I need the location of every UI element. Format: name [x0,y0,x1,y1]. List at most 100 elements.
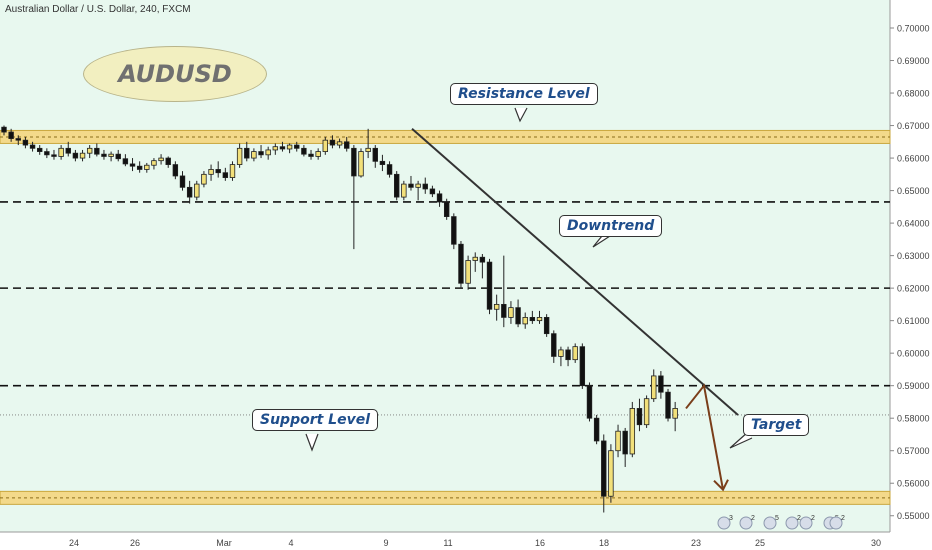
candle-body [172,164,179,177]
candle-body [422,183,428,190]
candle-body [429,188,436,195]
candle-body [1,126,7,133]
symbol-header: Australian Dollar / U.S. Dollar, 240, FX… [5,4,191,15]
downtrend-callout: Downtrend [559,215,663,237]
candle-body [194,183,200,198]
candle-body [251,151,257,159]
candle-body [222,172,229,178]
y-tick-label: 0.66000 [897,154,930,164]
candle-body [415,183,421,188]
candle-body [615,430,621,452]
candle-body [215,169,221,174]
candle-body [643,398,650,426]
candle-body [572,346,578,361]
target-callout: Target [743,414,810,436]
y-tick-label: 0.60000 [897,349,930,359]
symbol-badge: AUDUSD [83,46,267,102]
candle-body [501,303,507,318]
candle-body [308,153,314,157]
x-tick-label: 25 [755,538,765,548]
event-badge-count: 3 [729,515,733,522]
candle-body [636,408,643,426]
candle-body [72,152,79,159]
candle-body [294,144,300,149]
candle-body [208,169,214,175]
candle-body [329,139,336,146]
x-tick-label: 16 [535,538,545,548]
candle-body [8,131,14,139]
candle-body [365,147,371,152]
candle-body [44,151,50,156]
candle-body [379,160,386,165]
candle-body [608,450,614,497]
x-tick-label: 24 [69,538,79,548]
downtrend-line [411,128,739,416]
x-tick-label: 23 [691,538,701,548]
candle-body [465,260,471,284]
y-tick-label: 0.58000 [897,414,930,424]
candle-body [629,408,636,455]
candle-body [565,349,571,361]
candle-body [658,375,664,393]
x-tick-label: Mar [216,538,232,548]
y-tick-label: 0.62000 [897,284,930,294]
event-badge-count: 2 [797,515,801,522]
support-callout: Support Level [252,409,379,431]
candle-body [601,440,607,497]
candle-body [665,391,671,419]
candle-body [94,147,100,155]
x-tick-label: 18 [599,538,609,548]
candle-body [322,139,328,152]
candle-body [286,144,293,150]
candle-body [29,144,36,149]
x-tick-label: 11 [443,538,452,548]
candle-body [372,147,378,162]
y-tick-label: 0.63000 [897,251,930,261]
event-badge-count: 5 [775,515,779,522]
candle-body [279,146,286,150]
candle-body [229,164,236,178]
x-tick-label: 9 [383,538,388,548]
event-badge-count: 2 [841,515,845,522]
candle-body [472,256,478,261]
candle-body [129,163,136,167]
candle-body [486,261,493,310]
candle-body [144,164,150,170]
candle-body [151,160,157,166]
y-tick-label: 0.64000 [897,219,930,229]
candle-body [265,149,271,156]
y-tick-label: 0.69000 [897,56,930,66]
candle-body [558,349,564,357]
projection-arrow [685,383,724,490]
candle-body [479,256,486,263]
candle-body [15,138,21,141]
candle-body [58,147,64,157]
candle-body [136,165,143,170]
candle-body [436,193,443,203]
candle-body [65,147,71,154]
event-badge-icon [717,516,731,530]
price-axis-panel [890,0,932,550]
candle-body [451,216,457,245]
candle-body [458,243,464,284]
event-badge-icon [739,516,753,530]
candle-body [515,307,521,325]
candle-body [386,164,393,175]
y-tick-label: 0.59000 [897,381,930,391]
candle-body [551,333,557,357]
candle-body [344,141,350,149]
candle-body [408,183,414,188]
candle-body [393,173,400,198]
candle-body [101,153,107,157]
event-badge-count: 2 [751,515,755,522]
candle-body [158,157,164,162]
candle-body [622,430,628,455]
candle-body [122,158,129,165]
x-tick-label: 4 [288,538,293,548]
candle-body [201,173,207,185]
candle-body [672,408,678,419]
y-tick-label: 0.56000 [897,479,930,489]
y-tick-label: 0.61000 [897,316,930,326]
